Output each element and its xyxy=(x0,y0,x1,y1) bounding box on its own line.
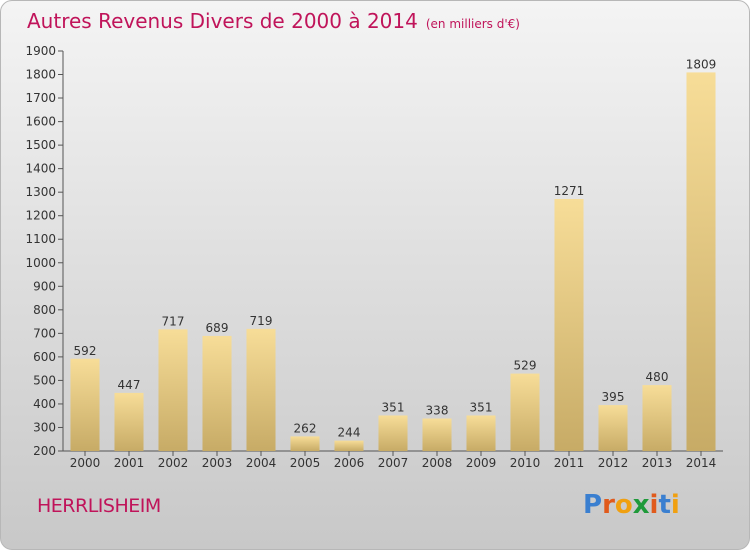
x-tick-label-2008: 2008 xyxy=(422,456,453,470)
value-label-2012: 395 xyxy=(602,390,625,404)
x-tick-label-2002: 2002 xyxy=(158,456,189,470)
y-tick-label: 700 xyxy=(33,326,56,340)
logo-letter: t xyxy=(658,490,671,520)
chart-title: Autres Revenus Divers de 2000 à 2014 (en … xyxy=(27,9,520,33)
bar-2009 xyxy=(466,415,496,451)
bar-2004 xyxy=(246,328,276,451)
y-tick-label: 300 xyxy=(33,420,56,434)
value-label-2014: 1809 xyxy=(686,57,717,71)
x-tick-label-2004: 2004 xyxy=(246,456,277,470)
value-label-2010: 529 xyxy=(514,359,537,373)
value-label-2006: 244 xyxy=(338,426,361,440)
logo-letter: o xyxy=(614,490,633,520)
commune-name: HERRLISHEIM xyxy=(37,495,161,517)
bar-2010 xyxy=(510,373,540,451)
bar-2005 xyxy=(290,436,320,451)
x-tick-label-2006: 2006 xyxy=(334,456,365,470)
value-label-2002: 717 xyxy=(162,314,185,328)
chart-title-text: Autres Revenus Divers de 2000 à 2014 xyxy=(27,9,418,33)
y-tick-label: 900 xyxy=(33,279,56,293)
value-label-2004: 719 xyxy=(250,314,273,328)
value-label-2008: 338 xyxy=(426,404,449,418)
logo-letter: i xyxy=(670,490,680,520)
y-tick-label: 1300 xyxy=(25,185,56,199)
x-tick-label-2013: 2013 xyxy=(642,456,673,470)
bar-2003 xyxy=(202,335,232,451)
bar-2013 xyxy=(642,385,672,451)
x-tick-label-2007: 2007 xyxy=(378,456,409,470)
logo-letter: r xyxy=(602,490,615,520)
x-tick-label-2014: 2014 xyxy=(686,456,717,470)
x-tick-label-2012: 2012 xyxy=(598,456,629,470)
y-tick-label: 1600 xyxy=(25,115,56,129)
value-label-2007: 351 xyxy=(382,400,405,414)
proxiti-logo: Proxiti xyxy=(583,490,680,520)
y-tick-label: 800 xyxy=(33,303,56,317)
bar-2011 xyxy=(554,199,584,451)
y-tick-label: 1000 xyxy=(25,256,56,270)
value-label-2009: 351 xyxy=(470,400,493,414)
chart-subtitle: (en milliers d'€) xyxy=(425,17,520,31)
value-label-2001: 447 xyxy=(118,378,141,392)
y-tick-label: 1900 xyxy=(25,44,56,58)
y-tick-label: 1200 xyxy=(25,209,56,223)
logo-letter: P xyxy=(583,490,603,520)
y-tick-label: 200 xyxy=(33,444,56,458)
bar-2001 xyxy=(114,392,144,451)
y-tick-label: 1100 xyxy=(25,232,56,246)
bar-2002 xyxy=(158,329,188,451)
y-tick-label: 600 xyxy=(33,350,56,364)
x-tick-label-2003: 2003 xyxy=(202,456,233,470)
x-tick-label-2001: 2001 xyxy=(114,456,145,470)
y-tick-label: 1800 xyxy=(25,68,56,82)
y-tick-label: 1700 xyxy=(25,91,56,105)
bar-2000 xyxy=(70,358,100,451)
bar-2014 xyxy=(686,72,716,451)
bar-2008 xyxy=(422,418,452,451)
bar-2012 xyxy=(598,405,628,451)
bar-2007 xyxy=(378,415,408,451)
y-tick-label: 400 xyxy=(33,397,56,411)
x-tick-label-2011: 2011 xyxy=(554,456,585,470)
logo-letter: i xyxy=(649,490,659,520)
x-tick-label-2000: 2000 xyxy=(70,456,101,470)
y-tick-label: 1400 xyxy=(25,162,56,176)
bar-2006 xyxy=(334,440,364,451)
value-label-2003: 689 xyxy=(206,321,229,335)
value-label-2000: 592 xyxy=(74,344,97,358)
value-label-2011: 1271 xyxy=(554,184,585,198)
y-tick-label: 500 xyxy=(33,373,56,387)
value-label-2013: 480 xyxy=(646,370,669,384)
x-tick-label-2009: 2009 xyxy=(466,456,497,470)
logo-letter: x xyxy=(632,490,650,520)
x-tick-label-2010: 2010 xyxy=(510,456,541,470)
x-tick-label-2005: 2005 xyxy=(290,456,321,470)
y-tick-label: 1500 xyxy=(25,138,56,152)
value-label-2005: 262 xyxy=(294,421,317,435)
